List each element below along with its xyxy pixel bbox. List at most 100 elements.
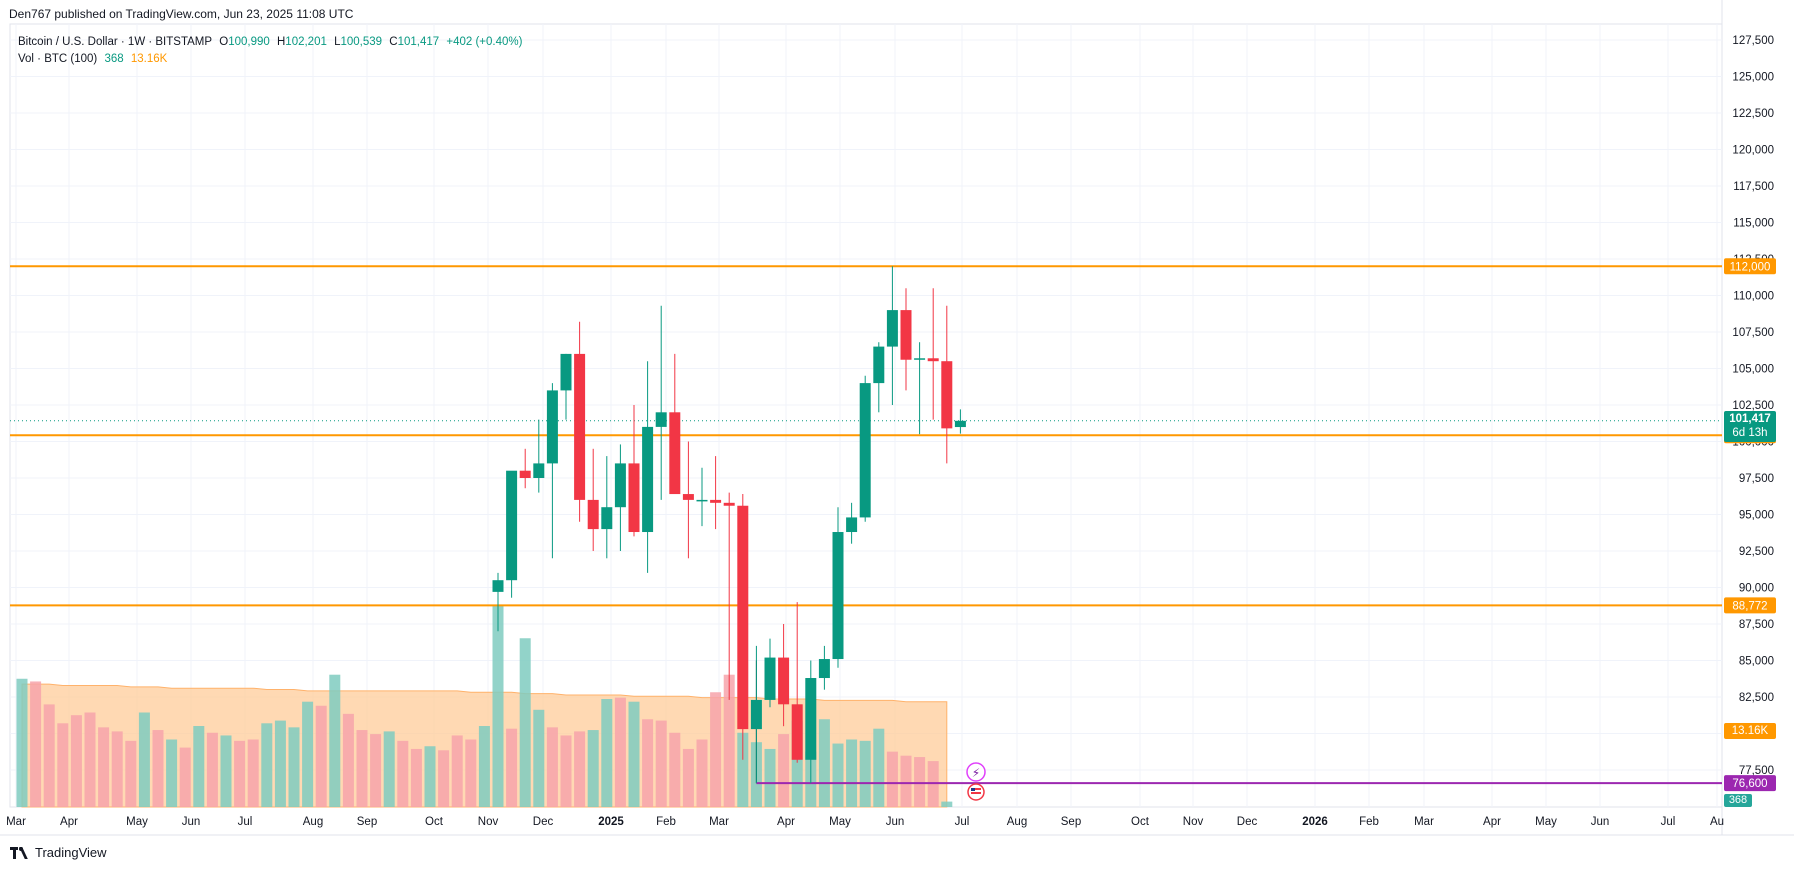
volume-bar bbox=[383, 731, 395, 807]
symbol-legend-row[interactable]: Bitcoin / U.S. Dollar · 1W · BITSTAMP O1… bbox=[18, 34, 522, 51]
volume-bar bbox=[57, 723, 69, 807]
candle-body bbox=[710, 499, 722, 503]
flag-stripe bbox=[971, 792, 981, 794]
time-tick-label: Mar bbox=[6, 816, 26, 828]
price-tick-label: 122,500 bbox=[1732, 108, 1774, 120]
change-value: +402 (+0.40%) bbox=[446, 36, 523, 48]
price-tick-label: 105,000 bbox=[1732, 364, 1774, 376]
volume-bar bbox=[873, 728, 885, 807]
volume-bar bbox=[315, 705, 327, 807]
time-tick-label: 2026 bbox=[1302, 816, 1328, 828]
candle-body bbox=[533, 463, 545, 478]
time-tick-label: Dec bbox=[1237, 816, 1258, 828]
flag-canton bbox=[971, 788, 975, 791]
volume-bar bbox=[546, 727, 558, 807]
volume-bar bbox=[832, 743, 844, 807]
price-tick-label: 82,500 bbox=[1739, 692, 1774, 704]
time-tick-label: 2025 bbox=[598, 816, 624, 828]
candle-body bbox=[764, 657, 776, 700]
volume-indicator-name: Vol · BTC (100) bbox=[18, 53, 98, 65]
candle-body bbox=[642, 426, 654, 533]
volume-bar bbox=[914, 757, 926, 807]
symbol-name: Bitcoin / U.S. Dollar · 1W · BITSTAMP bbox=[18, 36, 213, 48]
candle-body bbox=[846, 517, 858, 533]
volume-bar bbox=[451, 735, 463, 807]
volume-bar bbox=[628, 701, 640, 807]
price-tick-label: 97,500 bbox=[1739, 473, 1774, 485]
price-tick-label: 110,000 bbox=[1733, 291, 1774, 303]
candle-body bbox=[723, 502, 735, 506]
volume-bar bbox=[43, 704, 55, 807]
published-byline: Den767 published on TradingView.com, Jun… bbox=[9, 7, 354, 21]
candle-body bbox=[506, 470, 518, 581]
volume-bar bbox=[438, 750, 450, 807]
time-tick-label: Apr bbox=[1483, 816, 1501, 828]
volume-bar bbox=[424, 746, 436, 807]
candle-body bbox=[601, 507, 613, 530]
volume-bar bbox=[669, 732, 681, 807]
volume-bar bbox=[778, 734, 790, 807]
time-tick-label: Jul bbox=[1661, 816, 1676, 828]
volume-bar bbox=[492, 604, 504, 807]
lightning-glyph: ⚡ bbox=[972, 766, 980, 780]
level-badge bbox=[1724, 775, 1776, 792]
volume-bar bbox=[302, 701, 314, 807]
volume-legend-row[interactable]: Vol · BTC (100) 368 13.16K bbox=[18, 51, 522, 68]
candle-body bbox=[628, 463, 640, 533]
candle-body bbox=[655, 412, 667, 427]
level-badge-label: 88,772 bbox=[1732, 600, 1767, 612]
volume-bar bbox=[70, 715, 82, 807]
time-tick-label: Jul bbox=[955, 816, 970, 828]
candle-body bbox=[778, 657, 790, 705]
candle-body bbox=[696, 499, 708, 502]
price-tick-label: 115,000 bbox=[1733, 218, 1774, 230]
candle-body bbox=[682, 494, 694, 500]
candle-body bbox=[669, 412, 681, 495]
price-tick-label: 92,500 bbox=[1739, 546, 1774, 558]
close-label: C bbox=[389, 36, 398, 48]
time-tick-label: Au bbox=[1710, 816, 1724, 828]
candle-body bbox=[914, 358, 926, 360]
price-tick-label: 85,000 bbox=[1739, 656, 1774, 668]
volume-bar bbox=[506, 728, 518, 807]
candle-body bbox=[750, 699, 762, 730]
time-tick-label: Sep bbox=[1061, 816, 1081, 828]
volume-bar bbox=[587, 730, 599, 807]
tradingview-footer[interactable]: TradingView bbox=[10, 845, 107, 860]
volume-bar bbox=[410, 748, 422, 807]
time-tick-label: May bbox=[1535, 816, 1557, 828]
candle-body bbox=[818, 659, 830, 679]
volume-bar bbox=[723, 674, 735, 807]
volume-bar bbox=[533, 709, 545, 807]
volume-bar bbox=[247, 739, 259, 807]
volume-bar bbox=[818, 719, 830, 807]
volume-bar bbox=[288, 727, 300, 807]
volume-bar bbox=[846, 739, 858, 807]
price-tick-label: 125,000 bbox=[1732, 72, 1774, 84]
volume-bar bbox=[478, 726, 490, 807]
chart-legend: Bitcoin / U.S. Dollar · 1W · BITSTAMP O1… bbox=[18, 34, 522, 68]
volume-bar bbox=[220, 735, 232, 807]
volume-badge: 368 bbox=[1724, 794, 1752, 807]
flag-stripe bbox=[971, 788, 981, 790]
volume-bar bbox=[519, 638, 531, 807]
candle-body bbox=[941, 361, 953, 429]
price-tick-label: 77,500 bbox=[1739, 765, 1774, 777]
price-tick-label: 120,000 bbox=[1732, 145, 1774, 157]
volume-ma-badge: 13.16K bbox=[1724, 723, 1776, 739]
event-icons[interactable]: ⚡ bbox=[966, 762, 986, 801]
volume-bar bbox=[642, 719, 654, 807]
time-tick-label: Oct bbox=[425, 816, 444, 828]
candle-body bbox=[519, 470, 531, 478]
candle-body bbox=[737, 505, 749, 730]
high-value: 102,201 bbox=[285, 36, 327, 48]
volume-bar bbox=[179, 747, 191, 807]
lightning-icon-ring bbox=[966, 762, 986, 782]
volume-bar bbox=[710, 692, 722, 807]
volume-bar bbox=[886, 751, 898, 807]
time-tick-label: Jun bbox=[886, 816, 905, 828]
open-value: 100,990 bbox=[228, 36, 270, 48]
time-tick-label: Mar bbox=[1414, 816, 1434, 828]
us-flag-event-icon bbox=[967, 783, 985, 801]
